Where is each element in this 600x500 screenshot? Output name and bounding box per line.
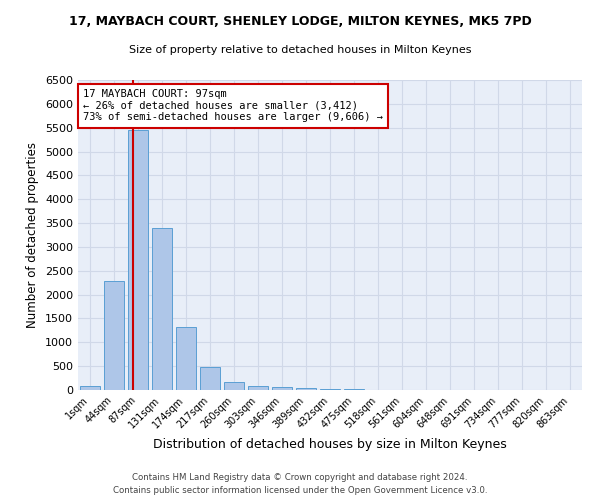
Bar [128,130,148,390]
Bar [224,382,244,390]
Text: 17, MAYBACH COURT, SHENLEY LODGE, MILTON KEYNES, MK5 7PD: 17, MAYBACH COURT, SHENLEY LODGE, MILTON… [68,15,532,28]
Bar [296,388,316,390]
Bar [104,282,124,390]
Bar [200,366,220,390]
X-axis label: Distribution of detached houses by size in Milton Keynes: Distribution of detached houses by size … [153,438,507,451]
Text: 17 MAYBACH COURT: 97sqm
← 26% of detached houses are smaller (3,412)
73% of semi: 17 MAYBACH COURT: 97sqm ← 26% of detache… [83,90,383,122]
Bar [80,386,100,390]
Text: Size of property relative to detached houses in Milton Keynes: Size of property relative to detached ho… [129,45,471,55]
Bar [176,327,196,390]
Bar [248,386,268,390]
Bar [152,228,172,390]
Y-axis label: Number of detached properties: Number of detached properties [26,142,40,328]
Bar [320,388,340,390]
Bar [272,387,292,390]
Text: Contains HM Land Registry data © Crown copyright and database right 2024.
Contai: Contains HM Land Registry data © Crown c… [113,473,487,495]
